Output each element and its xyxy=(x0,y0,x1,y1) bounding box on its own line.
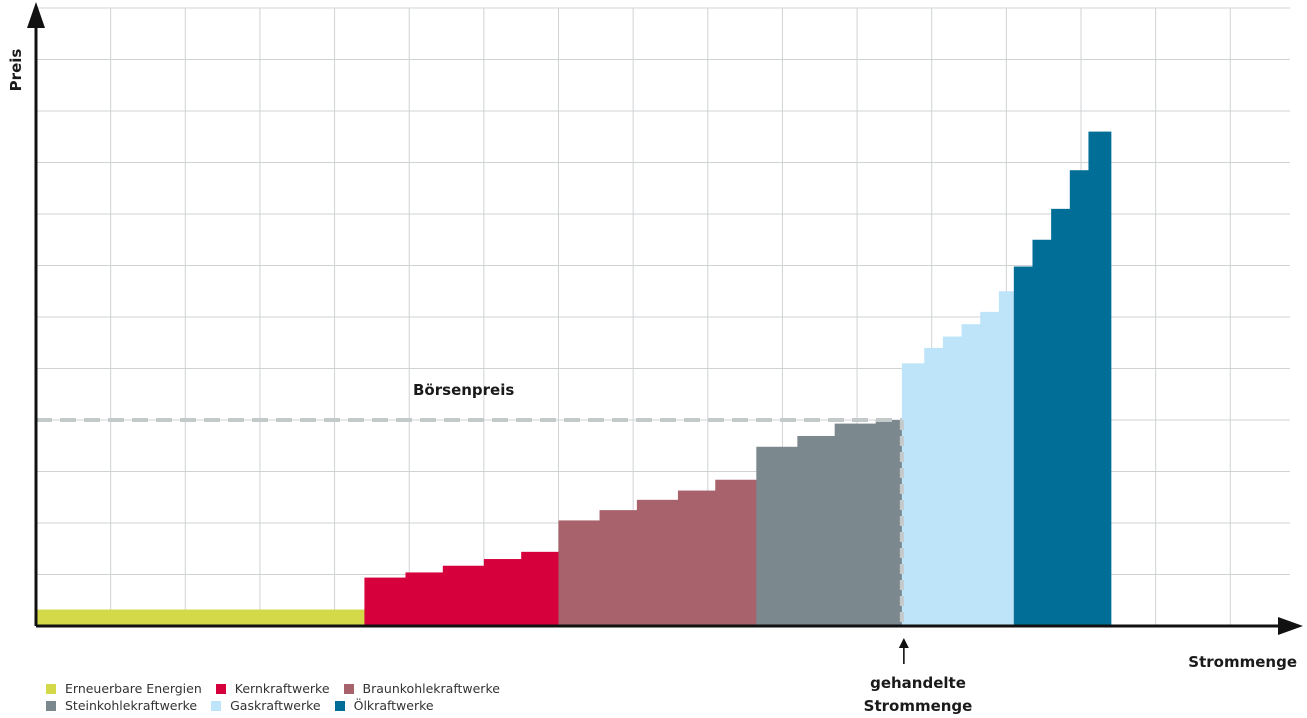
legend-row: Erneuerbare Energien Kernkraftwerke Braunk… xyxy=(46,680,566,697)
legend-swatch xyxy=(211,700,222,711)
legend-label: Ölkraftwerke xyxy=(353,698,434,713)
legend-item: Ölkraftwerke xyxy=(334,698,434,713)
bar-2-1 xyxy=(364,577,406,626)
x-axis-label: Strommenge xyxy=(1188,653,1297,671)
bar-6-5 xyxy=(1088,131,1112,626)
y-axis-label: Preis xyxy=(7,49,25,92)
market-price-label: Börsenpreis xyxy=(413,381,514,399)
x-axis-arrow-icon xyxy=(1278,617,1303,635)
overlay xyxy=(27,2,1303,664)
legend-label: Erneuerbare Energien xyxy=(65,681,202,696)
bar-6-3 xyxy=(1051,208,1071,626)
bar-4-4 xyxy=(875,420,903,626)
bar-2-2 xyxy=(405,572,444,626)
legend-row: Steinkohlekraftwerke Gaskraftwerke Ölkraft… xyxy=(46,697,566,714)
legend-item: Erneuerbare Energien xyxy=(46,681,202,696)
traded-quantity-arrow-icon xyxy=(898,638,909,648)
bars xyxy=(36,131,1112,626)
bar-2-5 xyxy=(521,551,559,626)
y-axis-arrow-icon xyxy=(27,2,45,28)
legend-label: Braunkohlekraftwerke xyxy=(362,681,500,696)
legend-label: Steinkohlekraftwerke xyxy=(65,698,198,713)
bar-5-1 xyxy=(901,363,925,626)
legend-swatch xyxy=(215,683,226,694)
legend-swatch xyxy=(343,683,354,694)
legend-swatch xyxy=(334,700,345,711)
traded-quantity-label-line1: gehandelte xyxy=(870,674,966,692)
bar-2-4 xyxy=(483,559,522,626)
bar-3-2 xyxy=(599,510,638,626)
bar-5-3 xyxy=(942,336,963,626)
bar-3-5 xyxy=(715,479,757,626)
legend-label: Kernkraftwerke xyxy=(234,681,330,696)
bar-3-4 xyxy=(677,490,716,626)
bar-4-3 xyxy=(834,423,877,626)
bar-6-4 xyxy=(1069,170,1089,626)
bar-5-6 xyxy=(998,291,1015,626)
bar-5-2 xyxy=(924,347,944,626)
bar-5-5 xyxy=(980,311,1000,626)
bar-3-1 xyxy=(558,520,601,626)
bar-4-1 xyxy=(756,446,798,626)
legend-item: Steinkohlekraftwerke xyxy=(46,698,197,713)
bar-4-2 xyxy=(797,435,836,626)
legend-item: Gaskraftwerke xyxy=(211,698,321,713)
legend-swatch xyxy=(46,683,56,694)
traded-quantity-label-line2: Strommenge xyxy=(864,697,973,715)
bar-1-1 xyxy=(36,609,365,626)
bar-5-4 xyxy=(961,324,981,626)
legend-item: Kernkraftwerke xyxy=(215,681,330,696)
bar-6-2 xyxy=(1032,239,1052,626)
legend-item: Braunkohlekraftwerke xyxy=(343,681,500,696)
bar-2-3 xyxy=(442,565,485,626)
legend-swatch xyxy=(46,700,56,711)
legend-label: Gaskraftwerke xyxy=(230,698,321,713)
legend: Erneuerbare Energien Kernkraftwerke Braunk… xyxy=(46,680,566,714)
bar-6-1 xyxy=(1013,266,1033,626)
bar-3-3 xyxy=(636,499,679,626)
